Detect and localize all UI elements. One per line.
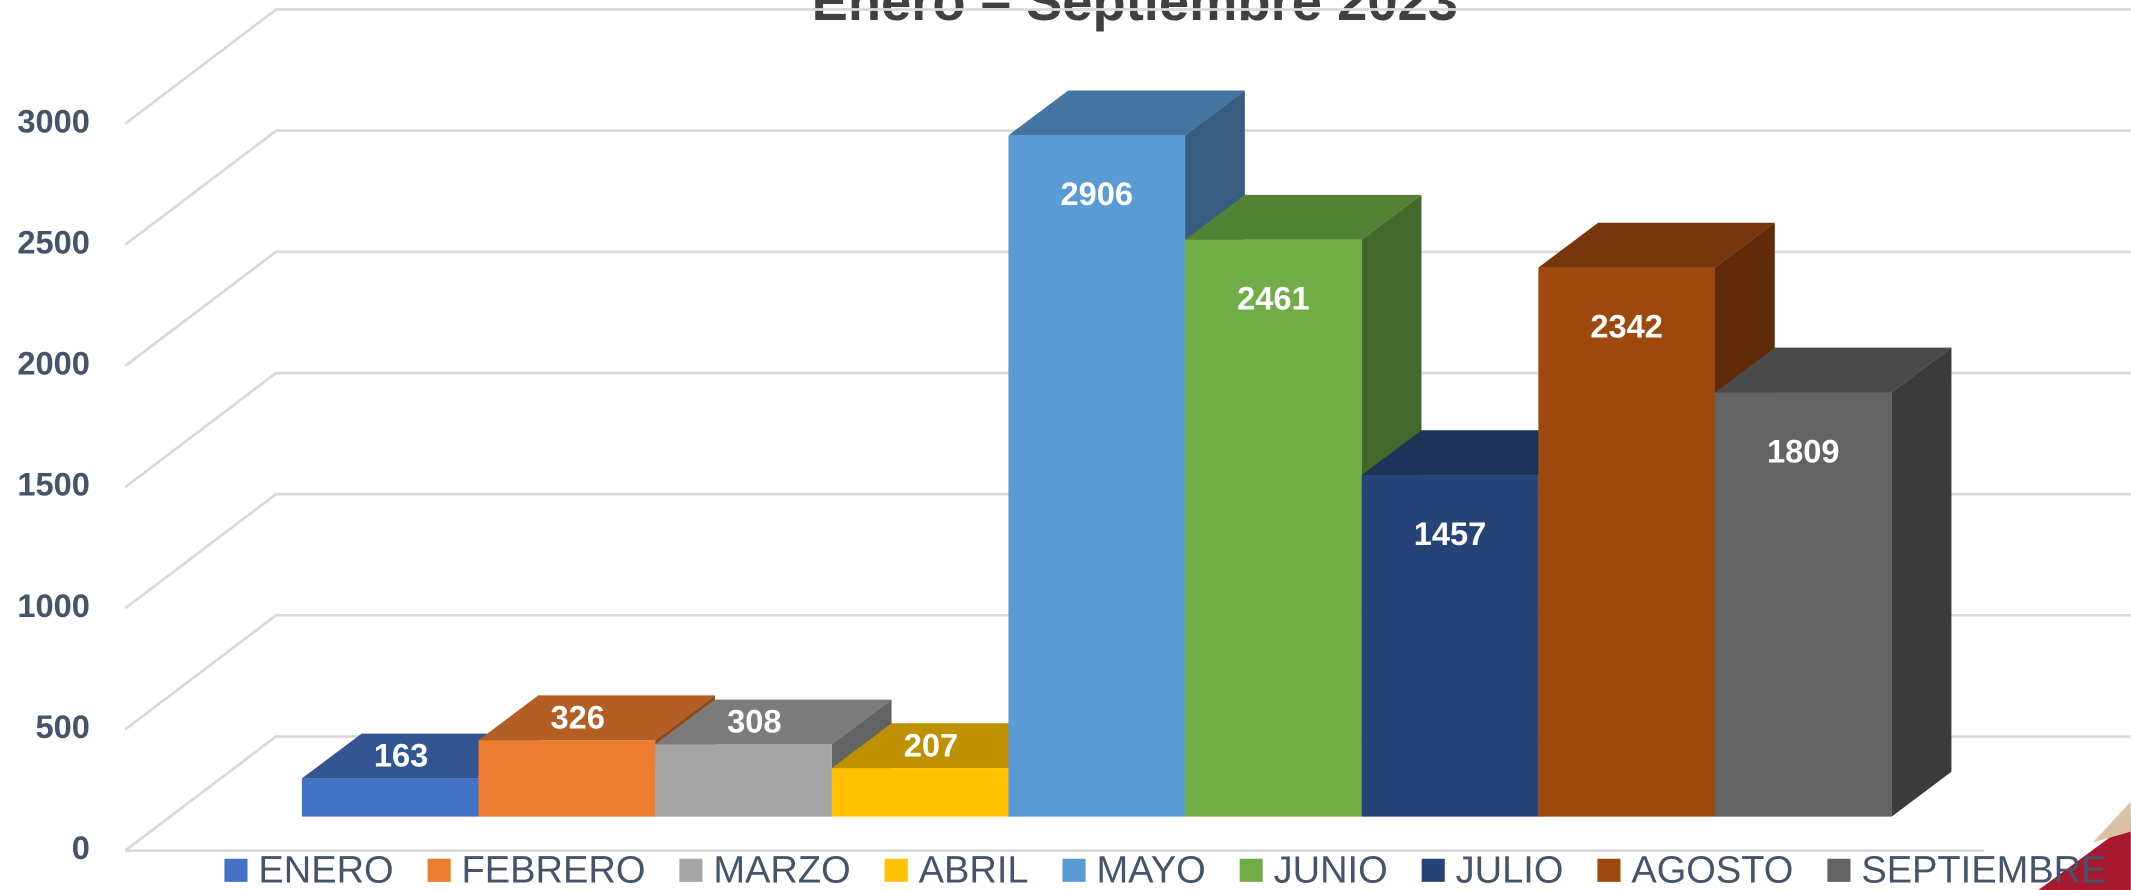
y-tick-label: 1500 [17, 466, 90, 503]
legend-swatch [224, 859, 247, 882]
legend-label: JUNIO [1274, 849, 1388, 890]
legend-label: MAYO [1096, 849, 1205, 890]
chart-title: Enero – Septiembre 2023 [812, 0, 1458, 32]
y-tick-label: 0 [72, 829, 90, 866]
legend-swatch [679, 859, 702, 882]
legend-label: MARZO [713, 849, 850, 890]
legend-swatch [885, 859, 908, 882]
legend-swatch [428, 859, 451, 882]
legend-label: FEBRERO [462, 849, 646, 890]
chart: Enero – Septiembre 2023 0 500 1000 1500 2000… [0, 0, 2131, 890]
bar-face [302, 778, 479, 816]
legend-swatch [1422, 859, 1445, 882]
legend-swatch [1240, 859, 1263, 882]
legend-label: SEPTIEMBRE [1861, 849, 2106, 890]
y-tick-label: 1000 [17, 587, 90, 624]
bar-face [1892, 348, 1952, 817]
bar-face [655, 744, 832, 816]
data-label: 207 [904, 726, 958, 763]
data-label: 2342 [1590, 307, 1663, 344]
data-label: 308 [727, 703, 781, 740]
legend-swatch [1827, 859, 1850, 882]
data-label: 2906 [1060, 175, 1133, 212]
legend-label: AGOSTO [1631, 849, 1793, 890]
y-tick-label: 3000 [17, 102, 90, 139]
legend-swatch [1063, 859, 1086, 882]
legend-label: ABRIL [919, 849, 1029, 890]
data-label: 1809 [1767, 432, 1840, 469]
data-label: 163 [374, 737, 428, 774]
data-label: 326 [550, 698, 604, 735]
y-tick-label: 2500 [17, 223, 90, 260]
y-tick-label: 2000 [17, 345, 90, 382]
legend-label: ENERO [258, 849, 393, 890]
legend-swatch [1597, 859, 1620, 882]
bar [1715, 348, 1951, 817]
data-label: 2461 [1237, 279, 1310, 316]
data-label: 1457 [1414, 515, 1487, 552]
bar-face [832, 768, 1009, 817]
bar-face [1185, 240, 1362, 817]
y-tick-label: 500 [35, 708, 89, 745]
legend-label: JULIO [1456, 849, 1564, 890]
bar-face [1008, 135, 1185, 816]
bar-face [479, 740, 656, 816]
bar-face [1538, 268, 1715, 817]
